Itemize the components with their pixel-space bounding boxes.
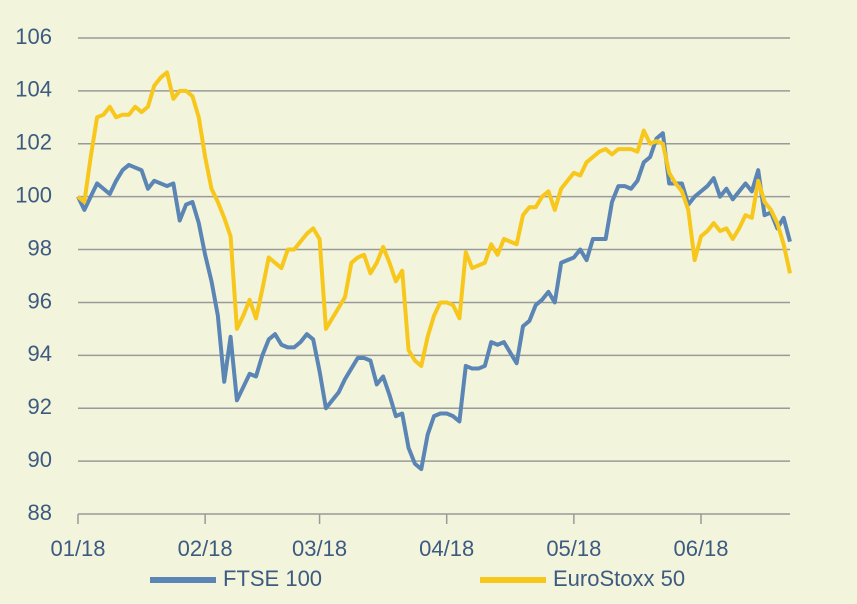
y-tick-label: 100 (15, 182, 52, 207)
series-line (76, 131, 792, 472)
x-tick-label: 06/18 (673, 536, 728, 561)
y-tick-label: 102 (15, 130, 52, 155)
y-tick-label: 106 (15, 24, 52, 49)
x-tick-label: 05/18 (546, 536, 601, 561)
y-tick-label: 96 (28, 288, 52, 313)
legend-label: FTSE 100 (223, 566, 322, 591)
y-tick-label: 94 (28, 341, 52, 366)
series-line (76, 70, 792, 368)
x-tick-label: 02/18 (178, 536, 233, 561)
y-tick-label: 104 (15, 77, 52, 102)
x-tick-label: 03/18 (292, 536, 347, 561)
y-tick-label: 98 (28, 235, 52, 260)
y-tick-label: 92 (28, 394, 52, 419)
legend-label: EuroStoxx 50 (553, 566, 685, 591)
y-tick-label: 90 (28, 447, 52, 472)
x-tick-label: 04/18 (419, 536, 474, 561)
y-tick-label: 88 (28, 500, 52, 525)
x-tick-label: 01/18 (50, 536, 105, 561)
